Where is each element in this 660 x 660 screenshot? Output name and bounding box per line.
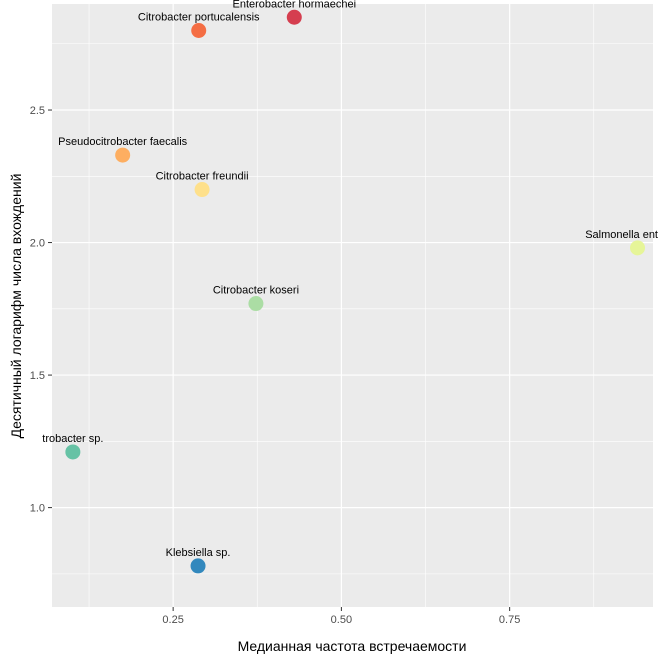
data-point-label: Klebsiella sp. [166,547,231,559]
data-point-label: Citrobacter koseri [213,285,299,297]
y-axis-title: Десятичный логарифм числа вхождений [8,174,24,439]
x-tick-label: 0.75 [499,614,520,626]
data-point [115,147,131,163]
point-labels: Enterobacter hormaechei Citrobacter portu… [42,0,658,559]
data-points [65,9,646,574]
data-point [190,558,206,574]
data-point [191,23,207,39]
data-point-label: Salmonella ent [585,229,658,241]
y-tick-label: 1.0 [30,503,45,515]
data-point [194,182,210,198]
data-point-label: Enterobacter hormaechei [233,0,357,10]
x-axis: 0.25 0.50 0.75 [162,607,520,626]
data-point-label: trobacter sp. [42,433,103,445]
data-point-label: Citrobacter freundii [156,171,249,183]
data-point [286,9,302,25]
y-tick-label: 1.5 [30,370,45,382]
data-point [630,240,646,256]
plot-panel [52,4,653,607]
y-axis: 1.0 1.5 2.0 2.5 [30,105,52,515]
x-tick-label: 0.50 [331,614,352,626]
data-point [65,444,81,460]
x-axis-title: Медианная частота встречаемости [238,638,467,654]
major-gridlines [52,4,653,607]
data-point [248,296,264,312]
data-point-label: Citrobacter portucalensis [138,12,260,24]
y-tick-label: 2.5 [30,105,45,117]
data-point-label: Pseudocitrobacter faecalis [58,136,188,148]
minor-gridlines [52,4,653,607]
y-tick-label: 2.0 [30,238,45,250]
x-tick-label: 0.25 [162,614,183,626]
